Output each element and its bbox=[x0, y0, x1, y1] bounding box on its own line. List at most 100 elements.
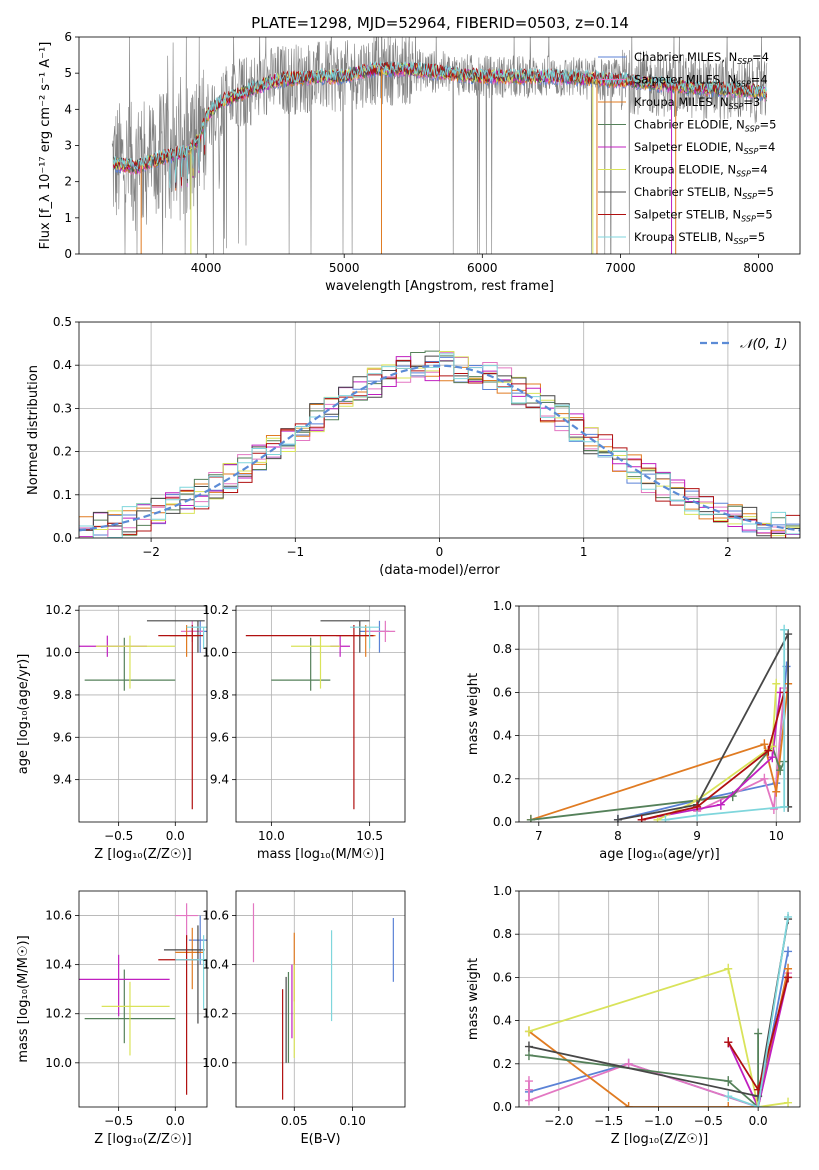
x-axis-label: Z [log₁₀(Z/Z☉)] bbox=[611, 1132, 708, 1147]
plot-area bbox=[519, 891, 800, 1107]
x-tick-label: 0.05 bbox=[281, 1114, 308, 1128]
y-tick-label: 10.2 bbox=[202, 603, 229, 617]
y-tick-label: 10.0 bbox=[45, 646, 72, 660]
legend-label-chabrier_elodie: Chabrier ELODIE, NSSP=5 bbox=[634, 118, 776, 134]
x-tick-label: 7000 bbox=[605, 261, 636, 275]
series-point-salpeter_stelib bbox=[724, 1037, 733, 1048]
series-point-kroupa_stelib bbox=[780, 624, 789, 635]
series-point-salpeter_stelib bbox=[764, 745, 773, 756]
y-tick-label: 9.6 bbox=[210, 730, 229, 744]
x-axis-label: E(B-V) bbox=[300, 1132, 340, 1147]
legend-label-kroupa_miles: Kroupa MILES, NSSP=3 bbox=[634, 95, 760, 111]
series-point-chabrier_stelib bbox=[784, 629, 793, 640]
y-tick-label: 5 bbox=[64, 66, 72, 80]
series-point-chabrier_elodie bbox=[724, 1076, 733, 1087]
x-tick-label: 0 bbox=[436, 545, 444, 559]
y-tick-label: 10.2 bbox=[202, 1007, 229, 1021]
series-line-salpeter_elodie bbox=[727, 977, 789, 1107]
series-point-kroupa_elodie bbox=[524, 1026, 533, 1037]
y-axis-label: age [log₁₀(age/yr)] bbox=[16, 654, 31, 775]
panel-age_vs_mass: 10.0 10.5 9.4 9.6 9.8 10.0 10.2 mass [log₁₀(M/M… bbox=[202, 603, 406, 862]
series-point-kroupa_miles bbox=[724, 1102, 733, 1107]
series-point-salpeter_elodie bbox=[768, 752, 777, 763]
axes-frame bbox=[235, 890, 406, 1108]
series-point-salpeter_miles bbox=[524, 1076, 533, 1087]
x-tick-label: 10 bbox=[769, 829, 784, 843]
y-tick-label: 10.0 bbox=[202, 646, 229, 660]
series-point-chabrier_elodie bbox=[754, 1028, 763, 1039]
series-point-kroupa_miles bbox=[784, 963, 793, 974]
y-tick-label: 0.0 bbox=[493, 1100, 512, 1114]
y-tick-label: 9.4 bbox=[210, 773, 229, 787]
normal-reference-curve bbox=[79, 364, 800, 532]
axes-frame bbox=[518, 605, 801, 823]
y-tick-label: 10.6 bbox=[202, 909, 229, 923]
legend-label-salpeter_elodie: Salpeter ELODIE, NSSP=4 bbox=[634, 140, 775, 156]
x-axis-label: (data-model)/error bbox=[379, 563, 500, 578]
y-axis-label: Normed distribution bbox=[26, 365, 41, 495]
y-tick-label: 0.0 bbox=[493, 815, 512, 829]
spectrum-legend: Chabrier MILES, NSSP=4 Salpeter MILES, NS… bbox=[598, 50, 776, 246]
series-point-chabrier_stelib bbox=[524, 1041, 533, 1052]
y-tick-label: 0.2 bbox=[53, 445, 72, 459]
y-axis-label: mass [log₁₀(M/M☉)] bbox=[16, 935, 31, 1062]
y-tick-label: 0.8 bbox=[493, 927, 512, 941]
series-point-salpeter_miles bbox=[524, 1095, 533, 1106]
y-tick-label: 4 bbox=[64, 102, 72, 116]
x-tick-label: 5000 bbox=[329, 261, 360, 275]
x-tick-label: 6000 bbox=[467, 261, 498, 275]
series-line-kroupa_elodie bbox=[528, 967, 789, 1107]
series-point-salpeter_miles bbox=[524, 1084, 533, 1095]
series-point-salpeter_stelib bbox=[693, 801, 702, 812]
series-point-chabrier_elodie bbox=[524, 1050, 533, 1061]
series-point-kroupa_miles bbox=[760, 739, 769, 750]
y-tick-label: 10.0 bbox=[202, 1056, 229, 1070]
panel-age_vs_Z: −0.5 0.0 9.4 9.6 9.8 10.0 10.2 Z [log₁₀(Z/Z☉)] a… bbox=[16, 603, 208, 862]
legend-label-kroupa_stelib: Kroupa STELIB, NSSP=5 bbox=[634, 230, 765, 246]
series-point-chabrier_elodie bbox=[776, 765, 785, 776]
x-tick-label: 1 bbox=[580, 545, 588, 559]
panel-mass_vs_Z: −0.5 0.0 10.0 10.2 10.4 10.6 Z [log₁₀(Z/Z☉)] ma… bbox=[16, 890, 208, 1147]
y-tick-label: 0.8 bbox=[493, 642, 512, 656]
x-axis-label: Z [log₁₀(Z/Z☉)] bbox=[94, 1132, 191, 1147]
x-tick-label: 0.10 bbox=[339, 1114, 366, 1128]
x-axis-label: wavelength [Angstrom, rest frame] bbox=[325, 279, 554, 294]
residual-histogram-kroupa_stelib bbox=[79, 353, 800, 538]
plot-area bbox=[519, 606, 800, 822]
series-line-kroupa_elodie bbox=[657, 683, 778, 821]
series-point-kroupa_stelib bbox=[724, 1091, 733, 1102]
x-tick-label: −1.0 bbox=[644, 1114, 673, 1128]
series-point-salpeter_miles bbox=[624, 1058, 633, 1069]
x-tick-label: 8 bbox=[614, 829, 622, 843]
y-tick-label: 10.4 bbox=[45, 958, 72, 972]
series-point-kroupa_elodie bbox=[784, 1097, 793, 1107]
y-tick-label: 10.4 bbox=[202, 958, 229, 972]
plot-area bbox=[236, 891, 405, 1107]
x-tick-label: 0.0 bbox=[166, 1114, 185, 1128]
x-axis-label: age [log₁₀(age/yr)] bbox=[599, 847, 720, 862]
series-point-chabrier_miles bbox=[784, 946, 793, 957]
series-line-salpeter_miles bbox=[696, 688, 786, 813]
series-point-kroupa_stelib bbox=[784, 911, 793, 922]
y-tick-label: 0.4 bbox=[493, 1014, 512, 1028]
y-tick-label: 0.2 bbox=[493, 772, 512, 786]
series-line-salpeter_stelib bbox=[641, 692, 786, 821]
series-point-chabrier_elodie bbox=[526, 814, 535, 822]
y-tick-label: 2 bbox=[64, 175, 72, 189]
x-tick-label: 4000 bbox=[191, 261, 222, 275]
x-axis-label: mass [log₁₀(M/M☉)] bbox=[257, 847, 384, 862]
y-tick-label: 6 bbox=[64, 30, 72, 44]
legend-label-salpeter_miles: Salpeter MILES, NSSP=4 bbox=[634, 73, 768, 89]
y-tick-label: 1.0 bbox=[493, 599, 512, 613]
series-point-salpeter_elodie bbox=[716, 799, 725, 810]
series-point-kroupa_stelib bbox=[693, 810, 702, 821]
y-tick-label: 9.4 bbox=[53, 773, 72, 787]
x-tick-label: 9 bbox=[693, 829, 701, 843]
x-tick-label: 0.0 bbox=[166, 829, 185, 843]
y-tick-label: 10.6 bbox=[45, 909, 72, 923]
model-spectrum-kroupa_stelib bbox=[113, 61, 767, 189]
panel-spectrum: 4000 5000 6000 7000 8000 0 1 2 3 4 5 6 wavelength [A… bbox=[38, 30, 801, 294]
observed-spectrum-line bbox=[111, 37, 768, 254]
series-point-kroupa_miles bbox=[772, 786, 781, 797]
